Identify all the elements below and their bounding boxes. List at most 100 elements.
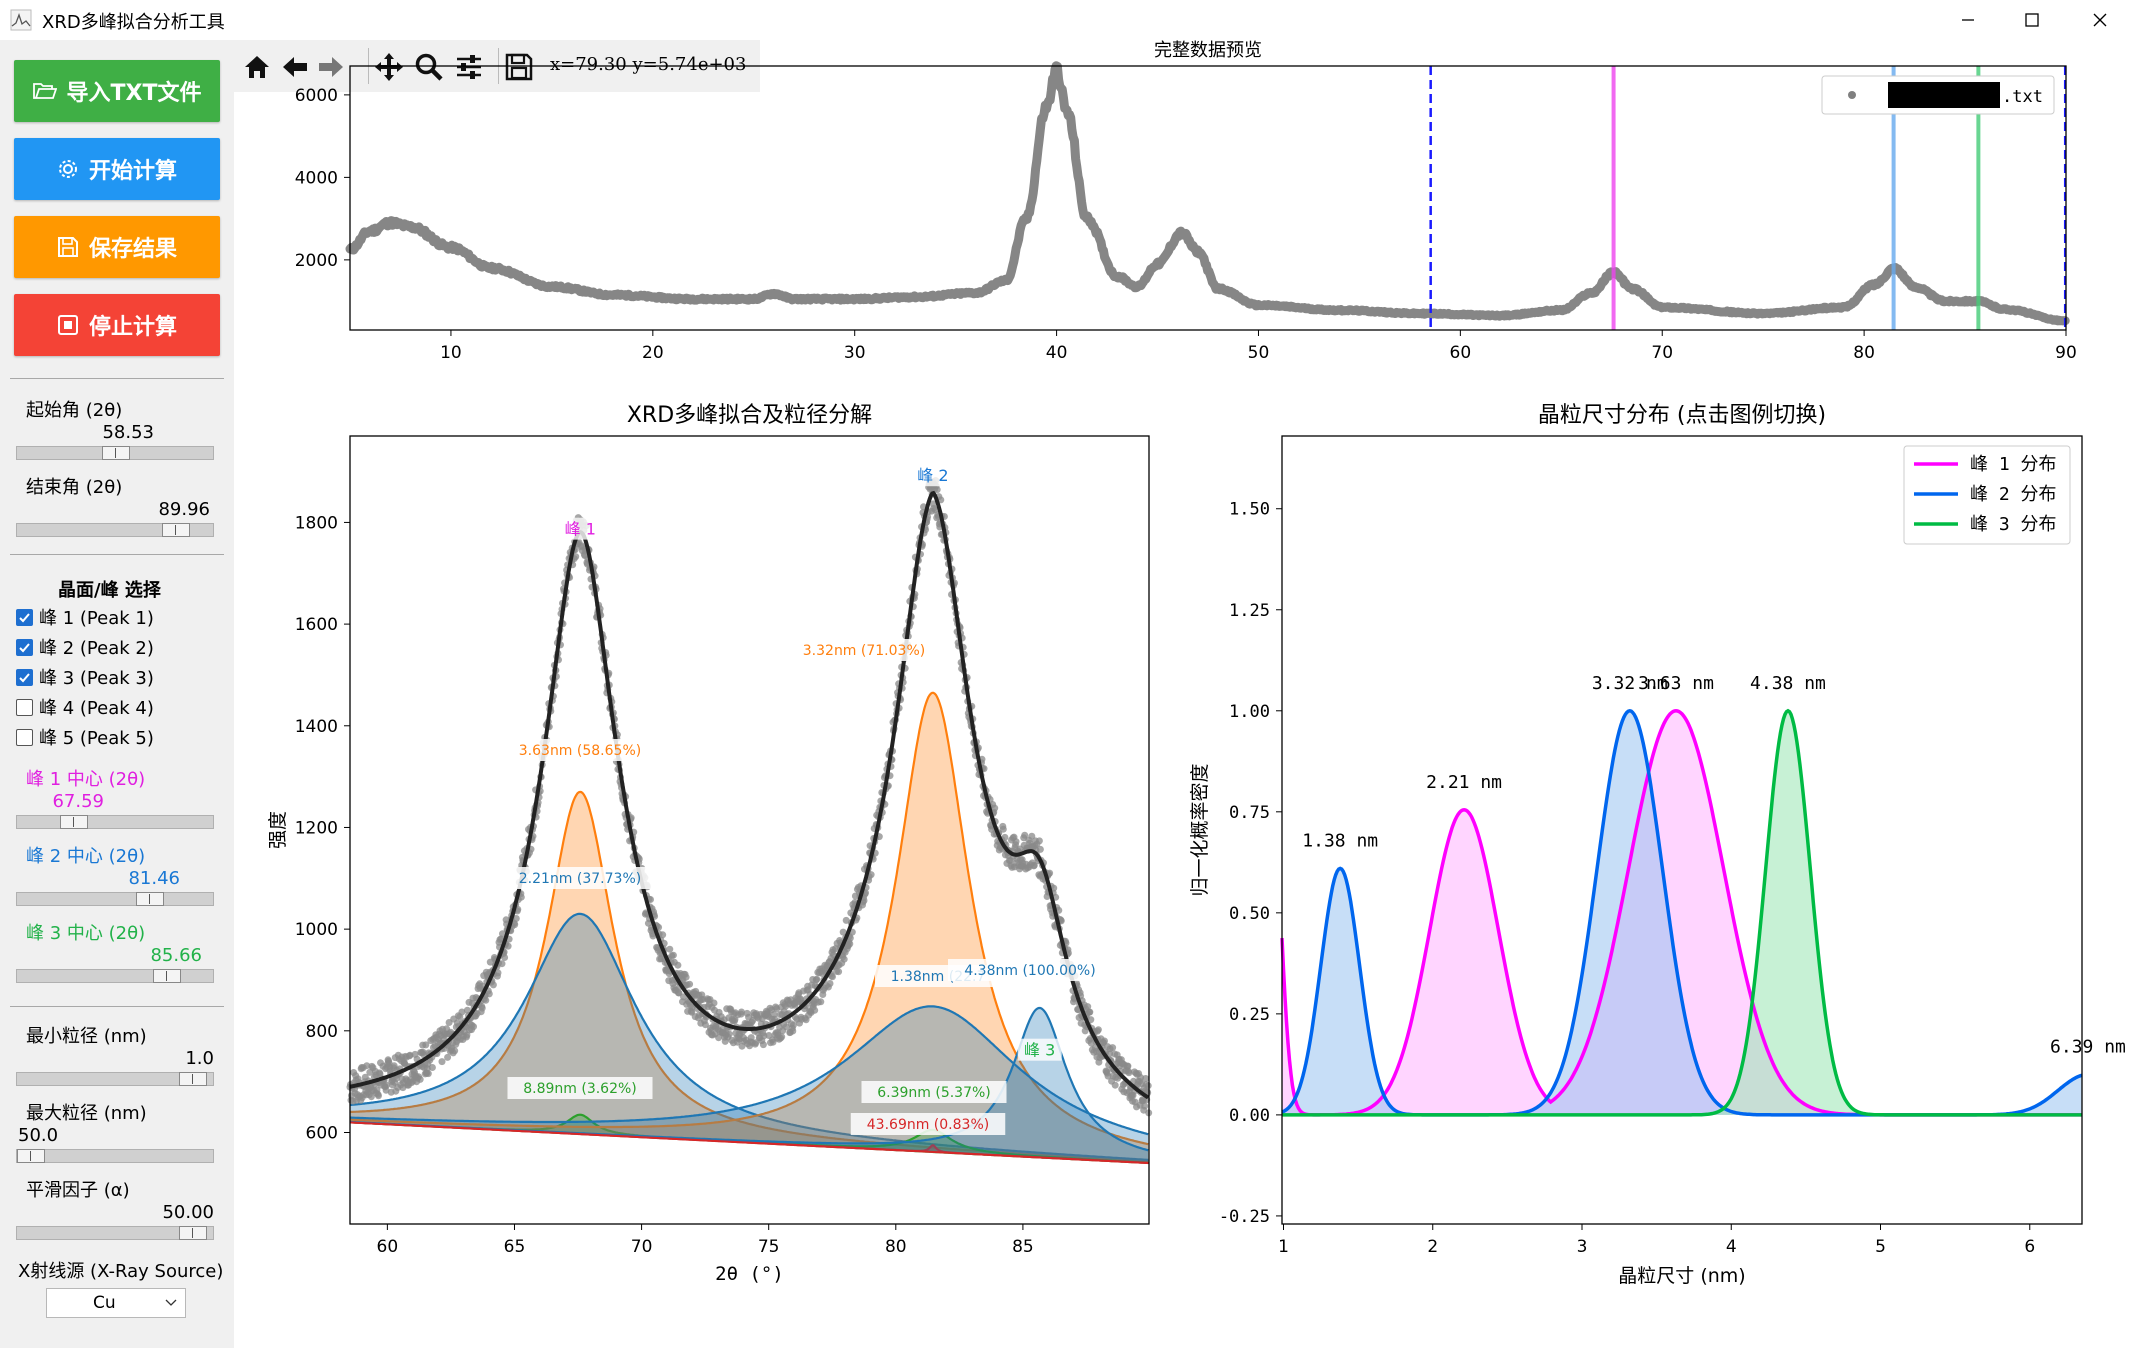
x-tick-label: 30	[844, 343, 866, 363]
data-point	[839, 928, 847, 936]
y-tick-label: -0.25	[1219, 1207, 1270, 1227]
peak3-center-slider[interactable]	[16, 969, 214, 983]
peak1-center-slider[interactable]	[16, 815, 214, 829]
data-point	[489, 981, 497, 989]
slider-handle[interactable]	[161, 523, 190, 537]
peak-size-annotation: 6.39 nm	[2050, 1036, 2126, 1057]
data-point	[572, 553, 580, 561]
smooth-factor-value: 50.00	[162, 1202, 214, 1223]
start-angle-slider[interactable]	[16, 446, 214, 460]
component-label: 2.21nm (37.73%)	[519, 871, 641, 887]
app-icon	[10, 9, 32, 31]
home-icon[interactable]	[240, 50, 274, 84]
end-angle-label: 结束角 (2θ)	[26, 477, 123, 498]
stop-square-icon	[57, 315, 78, 335]
data-point	[1035, 837, 1043, 845]
distribution-legend[interactable]: 峰 1 分布峰 2 分布峰 3 分布	[1903, 445, 2071, 545]
data-point	[1141, 1102, 1149, 1110]
data-point	[1101, 1037, 1108, 1045]
data-point	[485, 990, 493, 998]
peak-checkbox[interactable]	[16, 698, 33, 716]
peak-checkbox-row[interactable]: 峰 5 (Peak 5)	[16, 725, 154, 749]
peak-checkbox-row[interactable]: 峰 4 (Peak 4)	[16, 695, 154, 719]
xray-source-select[interactable]: Cu	[46, 1288, 186, 1318]
end-angle-slider[interactable]	[16, 523, 214, 537]
zoom-icon[interactable]	[412, 50, 446, 84]
data-point	[778, 1033, 786, 1041]
max-size-slider[interactable]	[16, 1149, 214, 1163]
forward-icon[interactable]	[314, 50, 348, 84]
slider-handle[interactable]	[102, 446, 130, 460]
peak-checkbox-row[interactable]: 峰 1 (Peak 1)	[16, 605, 154, 629]
data-point	[991, 804, 999, 812]
smooth-factor-slider[interactable]	[16, 1226, 214, 1240]
configure-icon[interactable]	[452, 50, 486, 84]
legend-entry[interactable]: 峰 1 分布	[1970, 454, 2057, 475]
peak-checkbox[interactable]	[16, 668, 33, 686]
y-tick-label: 0.75	[1229, 803, 1270, 823]
slider-handle[interactable]	[136, 892, 164, 906]
back-icon[interactable]	[278, 50, 312, 84]
overview-chart: 完整数据预览 10 20 30 40 50 60 70 80 90 2000 4000 6000 .txt	[295, 40, 2077, 363]
peak-label: 峰 1	[565, 520, 596, 539]
peak2-center-value: 81.46	[128, 868, 180, 889]
fit-chart: XRD多峰拟合及粒径分解 3.63nm (58.65%) 2.21nm (37.73…	[267, 403, 1153, 1285]
peak-checkbox-label: 峰 4 (Peak 4)	[39, 698, 154, 719]
x-tick-label: 2	[1427, 1237, 1438, 1257]
slider-handle[interactable]	[59, 815, 88, 829]
start-calculation-button[interactable]: 开始计算	[14, 138, 220, 200]
data-point	[498, 960, 506, 968]
component-fill	[350, 791, 1149, 1163]
data-point	[451, 1047, 459, 1055]
component-label: 3.32nm (71.03%)	[803, 643, 925, 659]
legend-entry[interactable]: 峰 3 分布	[1970, 514, 2057, 535]
peak-checkbox-row[interactable]: 峰 2 (Peak 2)	[16, 635, 154, 659]
peak-checkbox[interactable]	[16, 638, 33, 656]
y-tick-label: 2000	[295, 251, 338, 271]
end-angle-value: 89.96	[158, 499, 210, 520]
slider-handle[interactable]	[178, 1226, 207, 1240]
chart-canvas[interactable]: 完整数据预览 10 20 30 40 50 60 70 80 90 2000 4000 6000 .txt…	[234, 40, 2136, 1348]
maximize-button[interactable]	[2000, 0, 2064, 40]
peak3-center-value: 85.66	[150, 945, 202, 966]
stop-calculation-button[interactable]: 停止计算	[14, 294, 220, 356]
peak-checkbox[interactable]	[16, 728, 33, 746]
import-txt-label: 导入TXT文件	[66, 81, 202, 106]
control-panel: 导入TXT文件 开始计算 保存结果 停止计算 起始角 (2θ) 58.53 结束…	[0, 40, 234, 1348]
cursor-coordinates: x=79.30 y=5.74e+03	[550, 54, 747, 75]
data-point	[1030, 861, 1038, 869]
close-button[interactable]	[2064, 0, 2136, 40]
x-tick-label: 75	[758, 1237, 780, 1257]
data-point	[752, 1039, 760, 1047]
data-point	[1001, 833, 1009, 841]
pan-icon[interactable]	[372, 50, 406, 84]
peak-checkbox-row[interactable]: 峰 3 (Peak 3)	[16, 665, 154, 689]
separator	[10, 554, 224, 555]
import-txt-button[interactable]: 导入TXT文件	[14, 60, 220, 122]
peak2-center-slider[interactable]	[16, 892, 214, 906]
distribution-fill	[1282, 710, 2082, 1115]
data-point	[1142, 1075, 1150, 1082]
data-point	[383, 1081, 391, 1089]
y-tick-label: 0.25	[1229, 1005, 1270, 1025]
save-figure-icon[interactable]	[502, 50, 536, 84]
min-size-slider[interactable]	[16, 1072, 214, 1086]
size-distribution-chart[interactable]: 晶粒尺寸分布 (点击图例切换) 1.38 nm 2.21 nm 3.32 nm3.63…	[1189, 403, 2126, 1287]
slider-handle[interactable]	[153, 969, 181, 983]
peak-checkbox[interactable]	[16, 608, 33, 626]
y-tick-label: 1600	[295, 615, 338, 635]
stop-calculation-label: 停止计算	[88, 315, 177, 340]
minimize-button[interactable]	[1936, 0, 2000, 40]
checkmark-icon	[19, 672, 30, 682]
slider-handle[interactable]	[178, 1072, 207, 1086]
data-point	[504, 942, 512, 950]
x-tick-label: 85	[1012, 1237, 1034, 1257]
peak-label: 峰 2	[917, 466, 948, 485]
overview-axes-frame	[349, 65, 2067, 331]
peak3-center-label: 峰 3 中心 (2θ)	[26, 923, 146, 944]
legend-entry[interactable]: 峰 2 分布	[1970, 484, 2057, 505]
window-title: XRD多峰拟合分析工具	[42, 12, 225, 33]
slider-handle[interactable]	[17, 1149, 45, 1163]
save-results-button[interactable]: 保存结果	[14, 216, 220, 278]
y-tick-label: 800	[306, 1022, 338, 1042]
